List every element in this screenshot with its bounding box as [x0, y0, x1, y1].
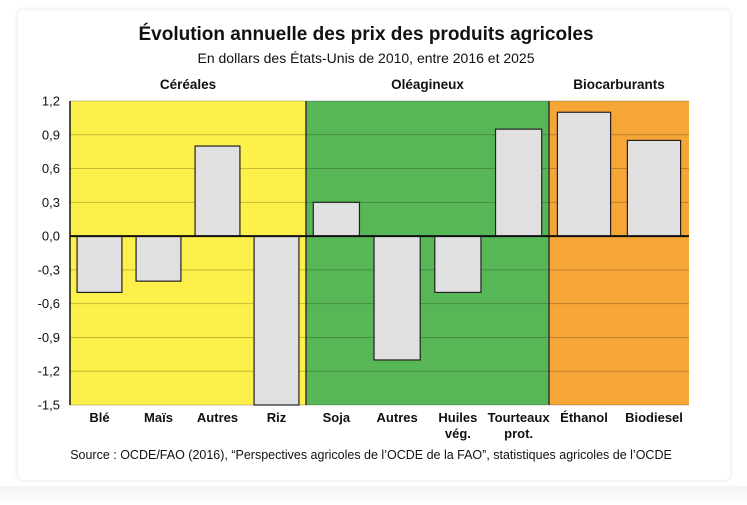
y-tick-label: 0,3 [42, 195, 60, 210]
y-tick-label: -1,2 [38, 364, 60, 379]
x-tick-label: Autres [197, 410, 238, 425]
bar [312, 201, 361, 237]
group-header-1: Oléagineux [391, 77, 464, 92]
bar [626, 139, 682, 237]
x-tick-label: vég. [445, 426, 471, 441]
bar [253, 235, 300, 406]
y-tick-label: 0,9 [42, 127, 60, 142]
y-tick-label: 1,2 [42, 94, 60, 109]
chart-source: Source : OCDE/FAO (2016), “Perspectives … [70, 448, 672, 462]
y-tick-label: -0,6 [38, 296, 60, 311]
y-tick-label: 0,0 [42, 229, 60, 244]
y-tick-label: -0,3 [38, 262, 60, 277]
x-tick-label: Biodiesel [625, 410, 683, 425]
x-tick-label: Blé [89, 410, 109, 425]
group-header-2: Biocarburants [573, 77, 665, 92]
x-tick-label: Soja [323, 410, 351, 425]
bar [135, 235, 182, 282]
x-tick-label: Huiles [438, 410, 477, 425]
y-tick-label: 0,6 [42, 161, 60, 176]
x-tick-label: Riz [267, 410, 287, 425]
plot-area: Céréales Oléagineux Biocarburants 1,2 0,9 0,6… [38, 77, 689, 441]
chart-subtitle: En dollars des États-Unis de 2010, entre… [198, 50, 535, 66]
group-header-0: Céréales [160, 77, 216, 92]
bar [194, 145, 241, 237]
x-tick-label: prot. [504, 426, 533, 441]
bar [373, 235, 421, 361]
bar [556, 111, 612, 237]
bottom-strip [0, 486, 747, 505]
x-tick-label: Autres [377, 410, 418, 425]
chart-title: Évolution annuelle des prix des produits… [138, 23, 593, 45]
y-tick-label: -0,9 [38, 330, 60, 345]
x-tick-label: Tourteaux [488, 410, 551, 425]
x-tick-label: Maïs [144, 410, 173, 425]
y-tick-label: -1,5 [38, 398, 60, 413]
bar [434, 235, 482, 294]
x-tick-label: Éthanol [560, 410, 608, 425]
bar [76, 235, 123, 294]
bar [494, 128, 543, 237]
